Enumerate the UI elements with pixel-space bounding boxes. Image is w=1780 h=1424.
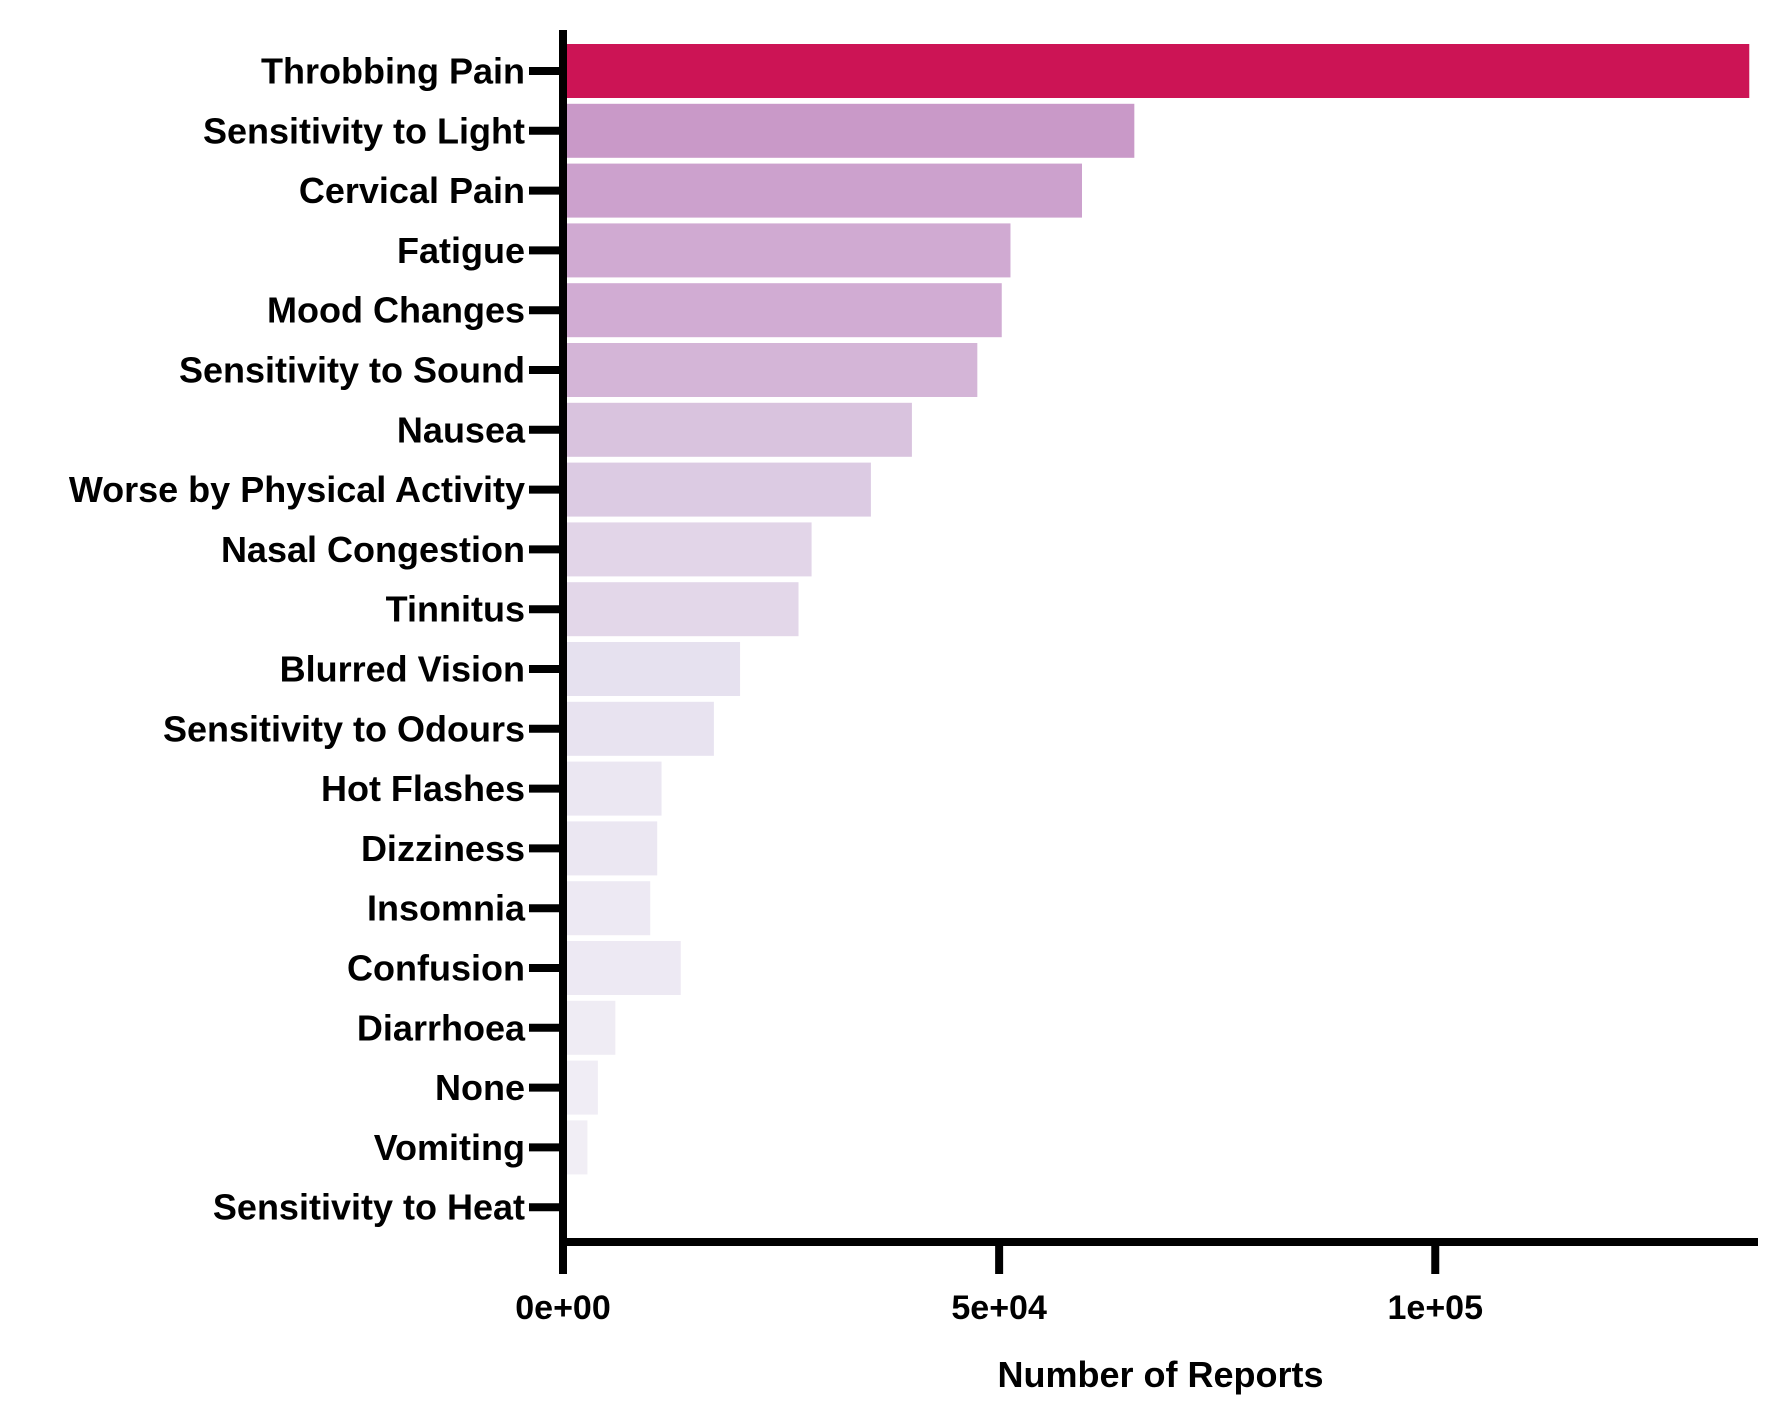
x-axis-label: Number of Reports [997,1354,1323,1395]
y-tick-label: None [435,1067,525,1108]
y-tick-label: Vomiting [374,1127,525,1168]
y-tick-label: Sensitivity to Heat [213,1187,525,1228]
y-tick-label: Cervical Pain [299,170,525,211]
x-axis-ticks: 0e+00 5e+04 1e+05 [515,1242,1483,1327]
bar-nausea [566,402,912,457]
bar-cervical-pain [566,163,1082,218]
y-tick-label: Hot Flashes [321,768,525,809]
bar-vomiting [566,1120,588,1175]
y-tick-label: Nausea [397,409,526,450]
bar-sensitivity-to-light [566,103,1135,158]
x-tick-label: 0e+00 [515,1289,611,1327]
bar-diarrhoea [566,1000,616,1055]
y-tick-label: Throbbing Pain [261,51,525,92]
bar-worse-by-physical-activity [566,462,871,517]
x-tick-label: 5e+04 [951,1289,1047,1327]
bars [566,44,1750,1175]
y-tick-label: Tinnitus [386,589,525,630]
bar-tinnitus [566,582,799,637]
y-tick-label: Blurred Vision [280,649,525,690]
y-tick-label: Insomnia [367,888,526,929]
x-tick-label: 1e+05 [1388,1289,1484,1327]
y-tick-label: Diarrhoea [357,1007,526,1048]
bar-hot-flashes [566,761,662,816]
y-tick-label: Fatigue [397,230,525,271]
y-tick-label: Sensitivity to Sound [179,350,525,391]
bar-confusion [566,941,681,995]
bar-mood-changes [566,283,1002,338]
y-tick-label: Mood Changes [267,290,525,331]
bar-fatigue [566,223,1011,278]
y-tick-label: Worse by Physical Activity [69,469,525,510]
bar-none [566,1060,598,1115]
bar-sensitivity-to-odours [566,701,714,756]
y-tick-label: Confusion [347,948,525,989]
y-axis-ticks: Throbbing Pain Sensitivity to Light Cervic… [69,51,563,1228]
bar-insomnia [566,881,651,936]
bar-throbbing-pain [566,44,1750,98]
y-tick-label: Sensitivity to Odours [163,708,525,749]
bar-blurred-vision [566,642,741,696]
bar-dizziness [566,821,658,876]
y-tick-label: Dizziness [361,828,525,869]
y-tick-label: Sensitivity to Light [203,110,525,151]
bar-nasal-congestion [566,522,812,577]
bar-sensitivity-to-sound [566,343,978,397]
y-tick-label: Nasal Congestion [221,529,525,570]
